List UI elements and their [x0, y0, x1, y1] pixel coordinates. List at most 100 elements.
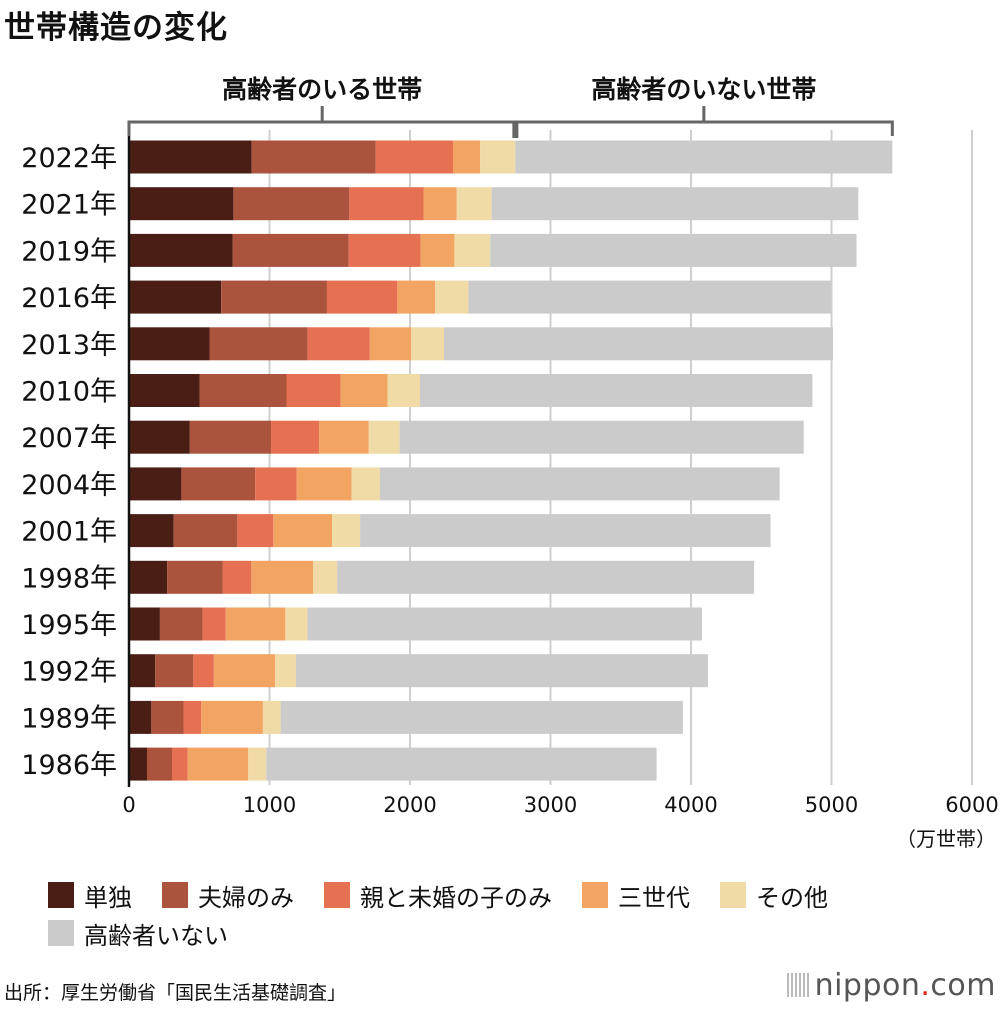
source-note: 出所：厚生労働省「国民生活基礎調査」: [4, 982, 347, 1004]
legend-label: 親と未婚の子のみ: [360, 883, 552, 912]
bar-segment: [233, 187, 350, 221]
legend-label: 三世代: [618, 883, 690, 912]
bar-segment: [129, 514, 174, 548]
legend-swatch: [582, 882, 608, 908]
bar-segment: [349, 187, 424, 221]
bar-segment: [213, 654, 275, 688]
bar-segment: [225, 607, 286, 641]
bar-segment: [151, 700, 184, 734]
bar-segment: [397, 280, 436, 314]
bar-segment: [348, 233, 421, 267]
bar-segment: [285, 607, 308, 641]
bar-segment: [129, 560, 168, 594]
bar-segment: [307, 607, 702, 641]
bar-segment: [332, 514, 361, 548]
year-label: 1998年: [21, 563, 117, 594]
bar-segment: [295, 654, 709, 688]
bar-segment: [319, 420, 369, 454]
legend-swatch: [48, 920, 74, 946]
bar-segment: [189, 420, 272, 454]
x-axis-unit: （万世帯）: [896, 827, 996, 851]
legend-swatch: [324, 882, 350, 908]
bar-segment: [266, 747, 657, 781]
bar-segment: [181, 467, 256, 501]
bar-segment: [480, 140, 516, 174]
bar-segment: [129, 187, 234, 221]
x-tick-label: 4000: [664, 793, 717, 817]
bar-segment: [129, 374, 200, 407]
bar-segment: [274, 654, 296, 688]
bar-segment: [468, 280, 831, 314]
bar-segment: [222, 560, 252, 594]
x-tick-label: 3000: [524, 793, 577, 817]
bar-segment: [490, 233, 857, 267]
year-label: 2013年: [21, 330, 117, 361]
legend-item: 夫婦のみ: [162, 880, 294, 912]
x-tick-label: 6000: [945, 793, 998, 817]
nippon-logo: nippon.com: [786, 968, 996, 1003]
bar-segment: [340, 374, 388, 407]
year-label: 2001年: [21, 517, 117, 548]
bar-segment: [271, 420, 320, 454]
legend-label: 夫婦のみ: [198, 883, 294, 912]
bar-segment: [399, 420, 804, 454]
logo-mark-icon: [786, 973, 809, 997]
bar-segment: [307, 327, 370, 361]
bar-segment: [411, 327, 445, 361]
logo-name: nippon: [814, 968, 921, 1003]
bar-segment: [454, 233, 491, 267]
legend-swatch: [48, 882, 74, 908]
bar-segment: [129, 700, 152, 734]
bar-segment: [420, 233, 455, 267]
year-label: 2021年: [21, 190, 117, 221]
bar-segment: [129, 747, 147, 781]
bar-segment: [146, 747, 172, 781]
bar-segment: [387, 374, 420, 407]
year-label: 1989年: [21, 703, 117, 734]
bar-segment: [171, 747, 188, 781]
x-tick-label: 1000: [243, 793, 296, 817]
x-tick-label: 0: [122, 793, 135, 817]
bar-segment: [129, 467, 182, 501]
bar-segment: [173, 514, 238, 548]
bar-segment: [129, 420, 190, 454]
year-label: 2010年: [21, 377, 117, 408]
year-label: 2022年: [21, 143, 117, 174]
bar-segment: [419, 374, 813, 407]
legend-item: その他: [720, 880, 828, 912]
stacked-bar-chart: 0 1000 2000 3000 4000 5000 6000 （万世帯） 2022年 2021年…: [21, 75, 998, 851]
logo-dot: .: [920, 968, 931, 1003]
bar-segment: [375, 140, 453, 174]
year-label: 2019年: [21, 236, 117, 267]
bar-segment: [201, 700, 263, 734]
bar-segment: [280, 700, 683, 734]
bar-segment: [232, 233, 349, 267]
bar-segment: [129, 607, 160, 641]
bar-segment: [452, 140, 481, 174]
year-label: 2016年: [21, 283, 117, 314]
legend-label: 高齢者いない: [84, 921, 228, 950]
bar-segment: [326, 280, 398, 314]
legend-swatch: [720, 882, 746, 908]
bar-segment: [313, 560, 338, 594]
bar-segment: [199, 374, 287, 407]
x-tick-label: 5000: [805, 793, 858, 817]
bar-segment: [248, 747, 267, 781]
bar-segment: [167, 560, 223, 594]
legend-item: 三世代: [582, 880, 690, 912]
legend-item: 単独: [48, 880, 132, 912]
bar-segment: [368, 420, 400, 454]
bar-segment: [221, 280, 327, 314]
bar-segment: [296, 467, 352, 501]
bar-segment: [255, 467, 297, 501]
bar-segment: [209, 327, 308, 361]
year-label: 1992年: [21, 657, 117, 688]
x-tick-label: 2000: [383, 793, 436, 817]
group-label-elderly: 高齢者のいる世帯: [222, 75, 422, 104]
bar-segment: [273, 514, 333, 548]
bar-segment: [444, 327, 834, 361]
bar-segment: [237, 514, 274, 548]
bar-segment: [129, 280, 222, 314]
legend-item: 高齢者いない: [48, 918, 958, 950]
group-label-non-elderly: 高齢者のいない世帯: [591, 75, 816, 104]
